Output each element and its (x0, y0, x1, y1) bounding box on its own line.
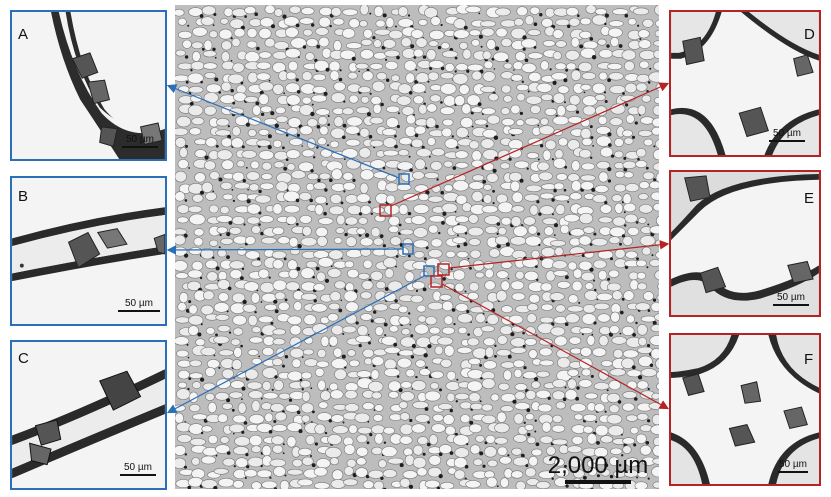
micrograph-a (51, 12, 165, 159)
micrograph-c (12, 369, 165, 479)
scale-bar-b: 50 µm (116, 298, 162, 312)
micrograph-b (12, 207, 165, 282)
zoom-panel-e: E 50 µm (669, 170, 821, 317)
scale-bar-e: 50 µm (771, 292, 811, 306)
micrograph-d (671, 12, 819, 155)
zoom-panel-c: C 50 µm (10, 340, 167, 490)
micrograph-f (671, 335, 819, 484)
panel-label-d: D (804, 26, 815, 43)
zoom-panel-f: F 50 µm (669, 333, 821, 486)
panel-label-f: F (804, 351, 814, 368)
main-scale-bar: 2,000 µm (540, 452, 656, 484)
zoom-panel-a: A 50 µm (10, 10, 167, 161)
scale-bar-c: 50 µm (118, 462, 158, 476)
zoom-panel-b: B 50 µm (10, 176, 167, 326)
cell-foam-image (175, 5, 659, 489)
panel-label-a: A (18, 26, 29, 43)
main-micrograph (175, 5, 659, 489)
zoom-panel-d: D 50 µm (669, 10, 821, 157)
scale-bar-a: 50 µm (120, 134, 160, 148)
scale-bar-d: 50 µm (767, 128, 807, 142)
scale-bar-f: 50 µm (775, 459, 811, 473)
panel-label-c: C (18, 350, 29, 367)
panel-label-e: E (804, 190, 815, 207)
panel-label-b: B (18, 188, 29, 205)
